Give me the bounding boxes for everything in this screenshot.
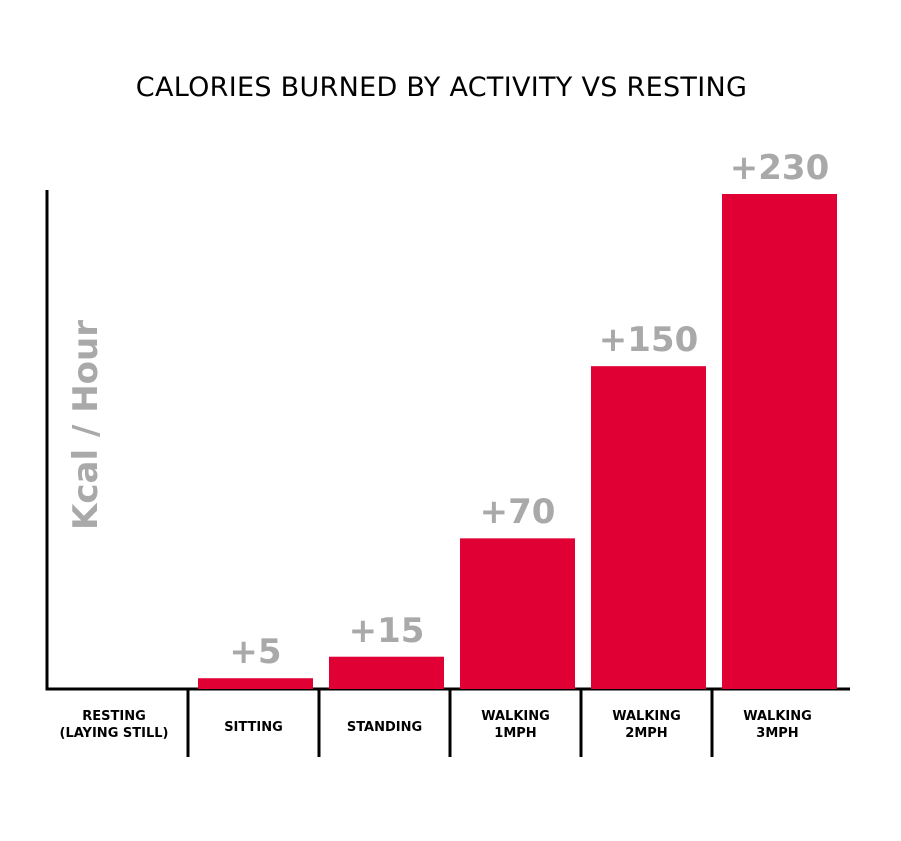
x-tick-label-line: WALKING — [743, 709, 812, 724]
data-label: +15 — [348, 610, 425, 651]
x-tick-label-line: RESTING — [82, 709, 146, 724]
x-tick-label-line: 3MPH — [756, 726, 799, 741]
x-tick-label: WALKING 3MPH — [712, 708, 843, 742]
x-tick-label-line: WALKING — [481, 709, 550, 724]
x-tick-label: SITTING — [188, 719, 319, 736]
x-tick-label: STANDING — [319, 719, 450, 736]
data-label: +150 — [598, 320, 699, 361]
x-tick-label: WALKING 2MPH — [581, 708, 712, 742]
data-label: +5 — [229, 632, 282, 673]
x-tick-label-line: 1MPH — [494, 726, 537, 741]
bar-walking-2mph — [591, 366, 706, 689]
x-tick-label-line: SITTING — [224, 720, 283, 735]
data-label: +230 — [729, 148, 830, 188]
chart-title: CALORIES BURNED BY ACTIVITY VS RESTING — [135, 72, 748, 103]
bar-walking-1mph — [460, 538, 575, 689]
data-label: +70 — [479, 492, 556, 533]
x-tick-label: RESTING (LAYING STILL) — [40, 708, 188, 742]
x-tick-label-line: WALKING — [612, 709, 681, 724]
bar-sitting — [198, 678, 313, 689]
x-tick-label-line: (LAYING STILL) — [59, 726, 169, 741]
x-tick-label-line: STANDING — [346, 720, 423, 735]
x-tick-label-line: 2MPH — [625, 726, 668, 741]
bar-walking-3mph — [722, 194, 837, 689]
x-tick-label: WALKING 1MPH — [450, 708, 581, 742]
bar-standing — [329, 656, 444, 689]
